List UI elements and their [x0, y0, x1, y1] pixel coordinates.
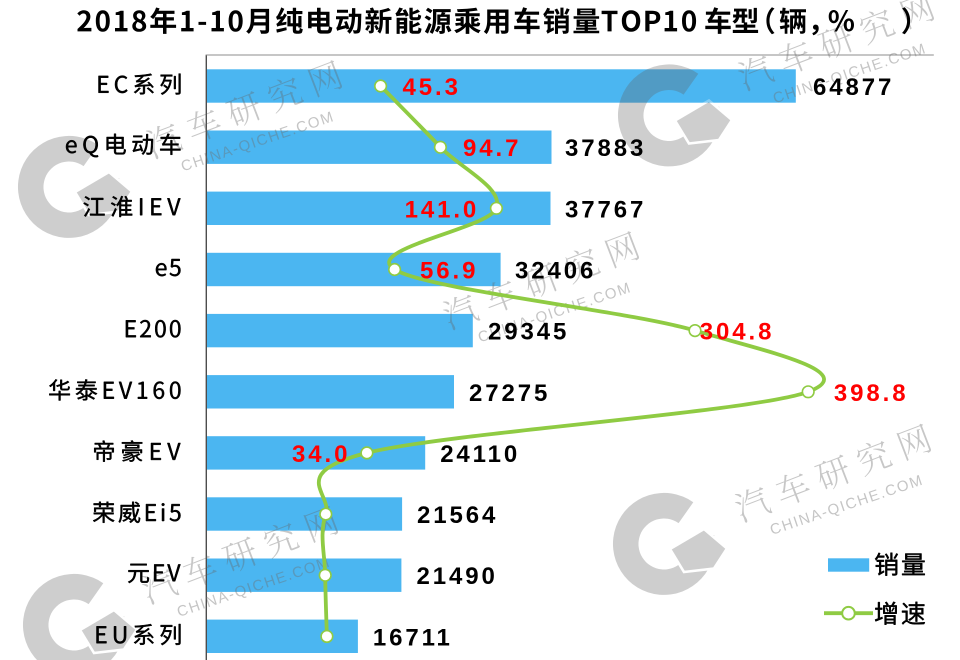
- svg-text:29345: 29345: [488, 319, 569, 346]
- svg-text:45.3: 45.3: [403, 74, 461, 101]
- svg-text:304.8: 304.8: [700, 319, 775, 346]
- svg-text:24110: 24110: [440, 441, 520, 468]
- svg-text:141.0: 141.0: [405, 196, 480, 223]
- svg-text:16711: 16711: [373, 624, 453, 651]
- svg-text:37767: 37767: [565, 196, 646, 223]
- svg-text:21564: 21564: [417, 502, 498, 529]
- svg-text:21490: 21490: [417, 563, 498, 590]
- svg-text:27275: 27275: [469, 380, 550, 407]
- svg-text:37883: 37883: [565, 135, 646, 162]
- svg-text:32406: 32406: [515, 257, 596, 284]
- svg-text:64877: 64877: [813, 74, 894, 101]
- svg-text:56.9: 56.9: [420, 257, 478, 284]
- svg-text:398.8: 398.8: [834, 380, 909, 407]
- svg-text:94.7: 94.7: [463, 135, 521, 162]
- svg-text:34.0: 34.0: [292, 441, 350, 468]
